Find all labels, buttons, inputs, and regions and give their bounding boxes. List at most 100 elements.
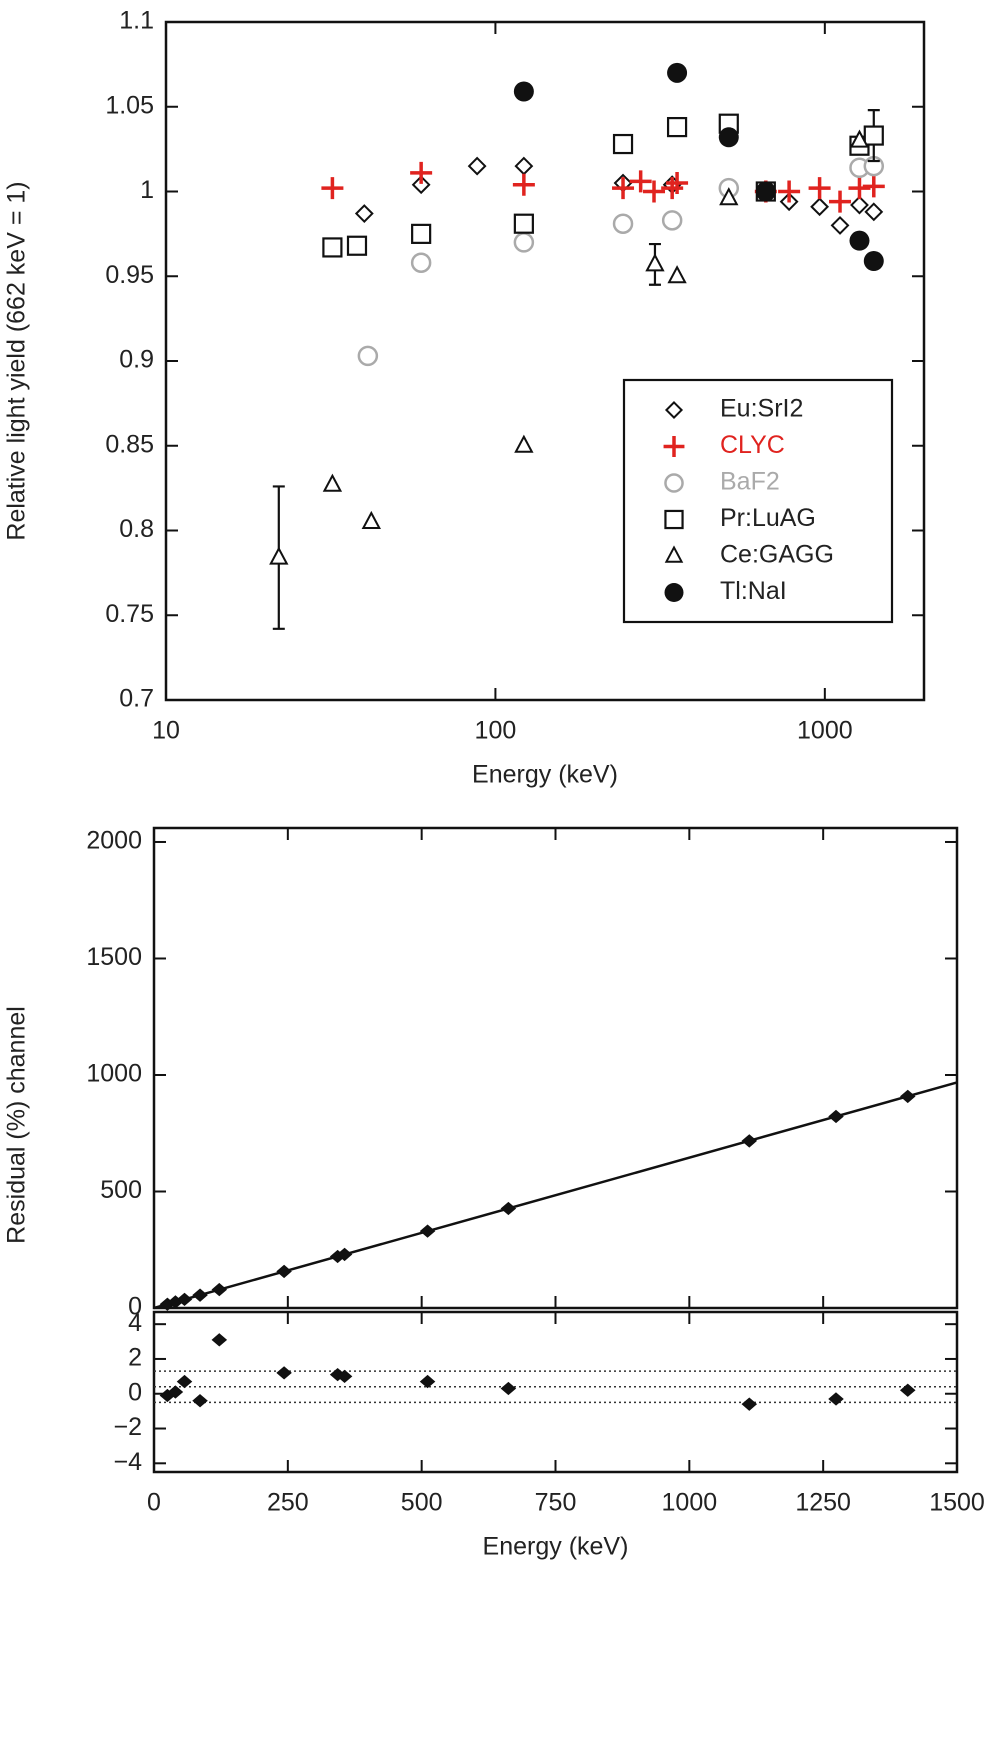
x-tick-label: 250 <box>267 1489 309 1517</box>
marker <box>755 181 776 202</box>
legend-box <box>622 378 894 624</box>
marker <box>849 230 870 251</box>
x-tick-label: 750 <box>535 1489 577 1517</box>
marker <box>354 204 374 223</box>
y-tick-label: 500 <box>100 1176 142 1204</box>
y-tick-label: 4 <box>128 1309 142 1337</box>
marker <box>269 546 289 565</box>
marker <box>828 1392 844 1406</box>
marker <box>514 156 534 176</box>
marker <box>741 1134 758 1148</box>
marker <box>808 177 831 200</box>
y-axis-label: Residual (%) channel <box>3 1006 31 1244</box>
marker <box>863 250 884 271</box>
marker <box>322 237 343 258</box>
marker <box>719 187 739 206</box>
marker <box>612 177 635 200</box>
marker <box>346 235 368 256</box>
marker <box>829 190 852 213</box>
legend-label: Tl:NaI <box>720 577 787 605</box>
marker <box>661 177 684 200</box>
y-tick-label: 0.7 <box>119 685 154 713</box>
marker <box>276 1264 292 1279</box>
legend-marker <box>664 400 684 420</box>
y-tick-label: 0.75 <box>105 600 154 628</box>
marker <box>322 473 343 492</box>
marker <box>357 345 379 367</box>
marker <box>667 265 687 284</box>
marker <box>667 62 688 83</box>
marker <box>666 116 688 138</box>
marker <box>863 125 884 146</box>
marker <box>167 1385 184 1399</box>
marker <box>862 175 885 198</box>
marker <box>666 172 689 195</box>
x-axis-label: Energy (keV) <box>483 1533 629 1561</box>
marker <box>336 1369 353 1384</box>
marker <box>864 202 884 222</box>
marker <box>645 253 665 272</box>
marker <box>661 210 683 231</box>
marker <box>419 1374 436 1389</box>
marker <box>612 213 634 234</box>
marker <box>411 175 431 195</box>
marker <box>513 81 534 102</box>
x-tick-label: 0 <box>147 1489 161 1517</box>
y-tick-label: 0 <box>128 1378 142 1406</box>
marker <box>629 170 652 193</box>
marker <box>467 156 487 176</box>
marker <box>778 180 801 203</box>
marker <box>512 173 535 196</box>
marker <box>410 252 432 273</box>
marker <box>411 223 432 244</box>
y-tick-label: 0.8 <box>119 515 154 543</box>
y-tick-label: 0.95 <box>105 261 154 289</box>
legend-marker <box>664 545 684 563</box>
x-tick-label: 1500 <box>929 1489 985 1517</box>
marker <box>643 180 666 203</box>
marker <box>361 510 381 530</box>
x-tick-label: 1000 <box>797 717 853 745</box>
y-tick-label: 1500 <box>86 943 142 971</box>
marker <box>276 1366 292 1380</box>
legend-marker <box>664 509 684 530</box>
x-tick-label: 1250 <box>795 1489 851 1517</box>
y-tick-label: 0.9 <box>119 346 154 374</box>
y-tick-label: −4 <box>113 1448 142 1476</box>
legend-label: BaF2 <box>720 468 780 496</box>
legend-label: CLYC <box>720 431 785 459</box>
x-tick-label: 10 <box>152 717 180 745</box>
plot-frame <box>152 1310 959 1474</box>
marker <box>810 197 830 217</box>
marker <box>192 1394 208 1408</box>
marker <box>828 1109 844 1124</box>
marker <box>176 1374 193 1389</box>
y-tick-label: 1 <box>140 176 154 204</box>
plot-frame <box>152 826 959 1310</box>
marker <box>513 232 535 253</box>
marker <box>500 1381 517 1396</box>
marker <box>849 129 870 148</box>
legend-marker <box>664 473 684 493</box>
y-tick-label: 1.1 <box>119 7 154 35</box>
marker <box>513 213 534 234</box>
legend-label: Pr:LuAG <box>720 504 816 532</box>
marker <box>718 127 739 148</box>
y-tick-label: 1000 <box>86 1060 142 1088</box>
x-tick-label: 100 <box>475 717 517 745</box>
marker <box>176 1292 193 1307</box>
y-tick-label: 2 <box>128 1344 142 1372</box>
marker <box>321 177 344 200</box>
marker <box>514 434 534 453</box>
marker <box>192 1288 208 1302</box>
marker <box>612 133 634 155</box>
marker <box>211 1333 228 1347</box>
y-tick-label: −2 <box>113 1413 142 1441</box>
marker <box>850 195 869 215</box>
legend-label: Ce:GAGG <box>720 541 834 569</box>
marker <box>899 1089 916 1104</box>
marker <box>830 215 850 235</box>
y-tick-label: 1.05 <box>105 91 154 119</box>
marker <box>741 1397 758 1411</box>
